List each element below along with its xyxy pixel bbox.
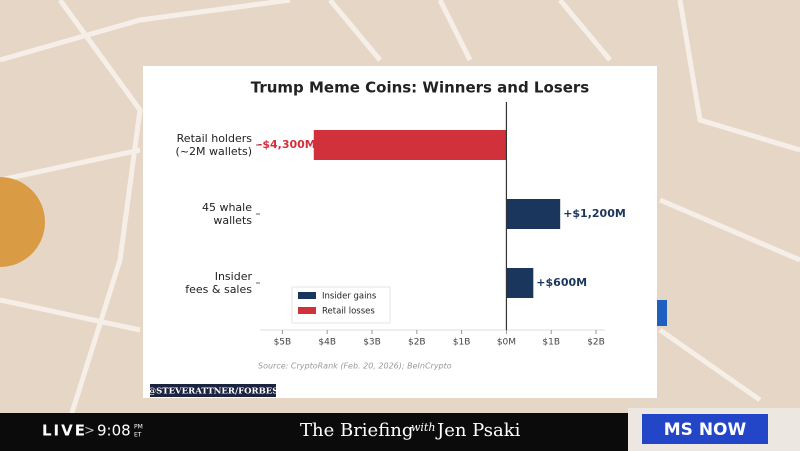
- meridiem: PM: [134, 424, 143, 431]
- bar: [506, 268, 534, 298]
- value-label: +$600M: [536, 276, 587, 289]
- x-tick-label: $5B: [274, 338, 292, 348]
- x-tick-label: $1B: [542, 338, 560, 348]
- timezone: ET: [134, 432, 142, 439]
- source-note: Source: CryptoRank (Feb. 20, 2026); BeIn…: [258, 362, 452, 371]
- x-tick-label: $3B: [363, 338, 381, 348]
- chart-title: Trump Meme Coins: Winners and Losers: [251, 79, 590, 97]
- y-tick-label: Retail holders (~2M wallets): [175, 132, 252, 158]
- show-with: with: [411, 421, 435, 434]
- value-label: +$1,200M: [563, 207, 626, 220]
- bar: [313, 130, 507, 160]
- y-tick-label: 45 whale wallets: [201, 201, 252, 227]
- map-marker: [657, 300, 667, 326]
- x-tick-label: $0M: [497, 338, 516, 348]
- y-tick-label: Insider fees & sales: [185, 270, 252, 296]
- x-tick-label: $4B: [318, 338, 336, 348]
- separator: >: [84, 424, 95, 439]
- x-tick-label: $2B: [408, 338, 426, 348]
- map-marker: [0, 177, 45, 267]
- bar: [506, 199, 561, 229]
- x-tick-label: $2B: [587, 338, 605, 348]
- live-label: LIVE: [42, 422, 87, 440]
- value-label: -$4,300M: [258, 138, 316, 151]
- credit-box: [150, 384, 276, 397]
- clock: 9:08: [97, 422, 131, 440]
- legend-swatch: [298, 292, 316, 299]
- legend-label: Insider gains: [322, 292, 377, 302]
- x-tick-label: $1B: [453, 338, 471, 348]
- chart-card: [143, 66, 657, 398]
- credit: @STEVERATTNER/FORBES: [148, 387, 279, 397]
- show-title: The Briefing: [300, 420, 413, 441]
- legend-swatch: [298, 307, 316, 314]
- legend-label: Retail losses: [322, 307, 375, 317]
- logo-box: [642, 414, 768, 444]
- network-logo: MS NOW: [664, 420, 747, 440]
- show-host: Jen Psaki: [435, 420, 521, 441]
